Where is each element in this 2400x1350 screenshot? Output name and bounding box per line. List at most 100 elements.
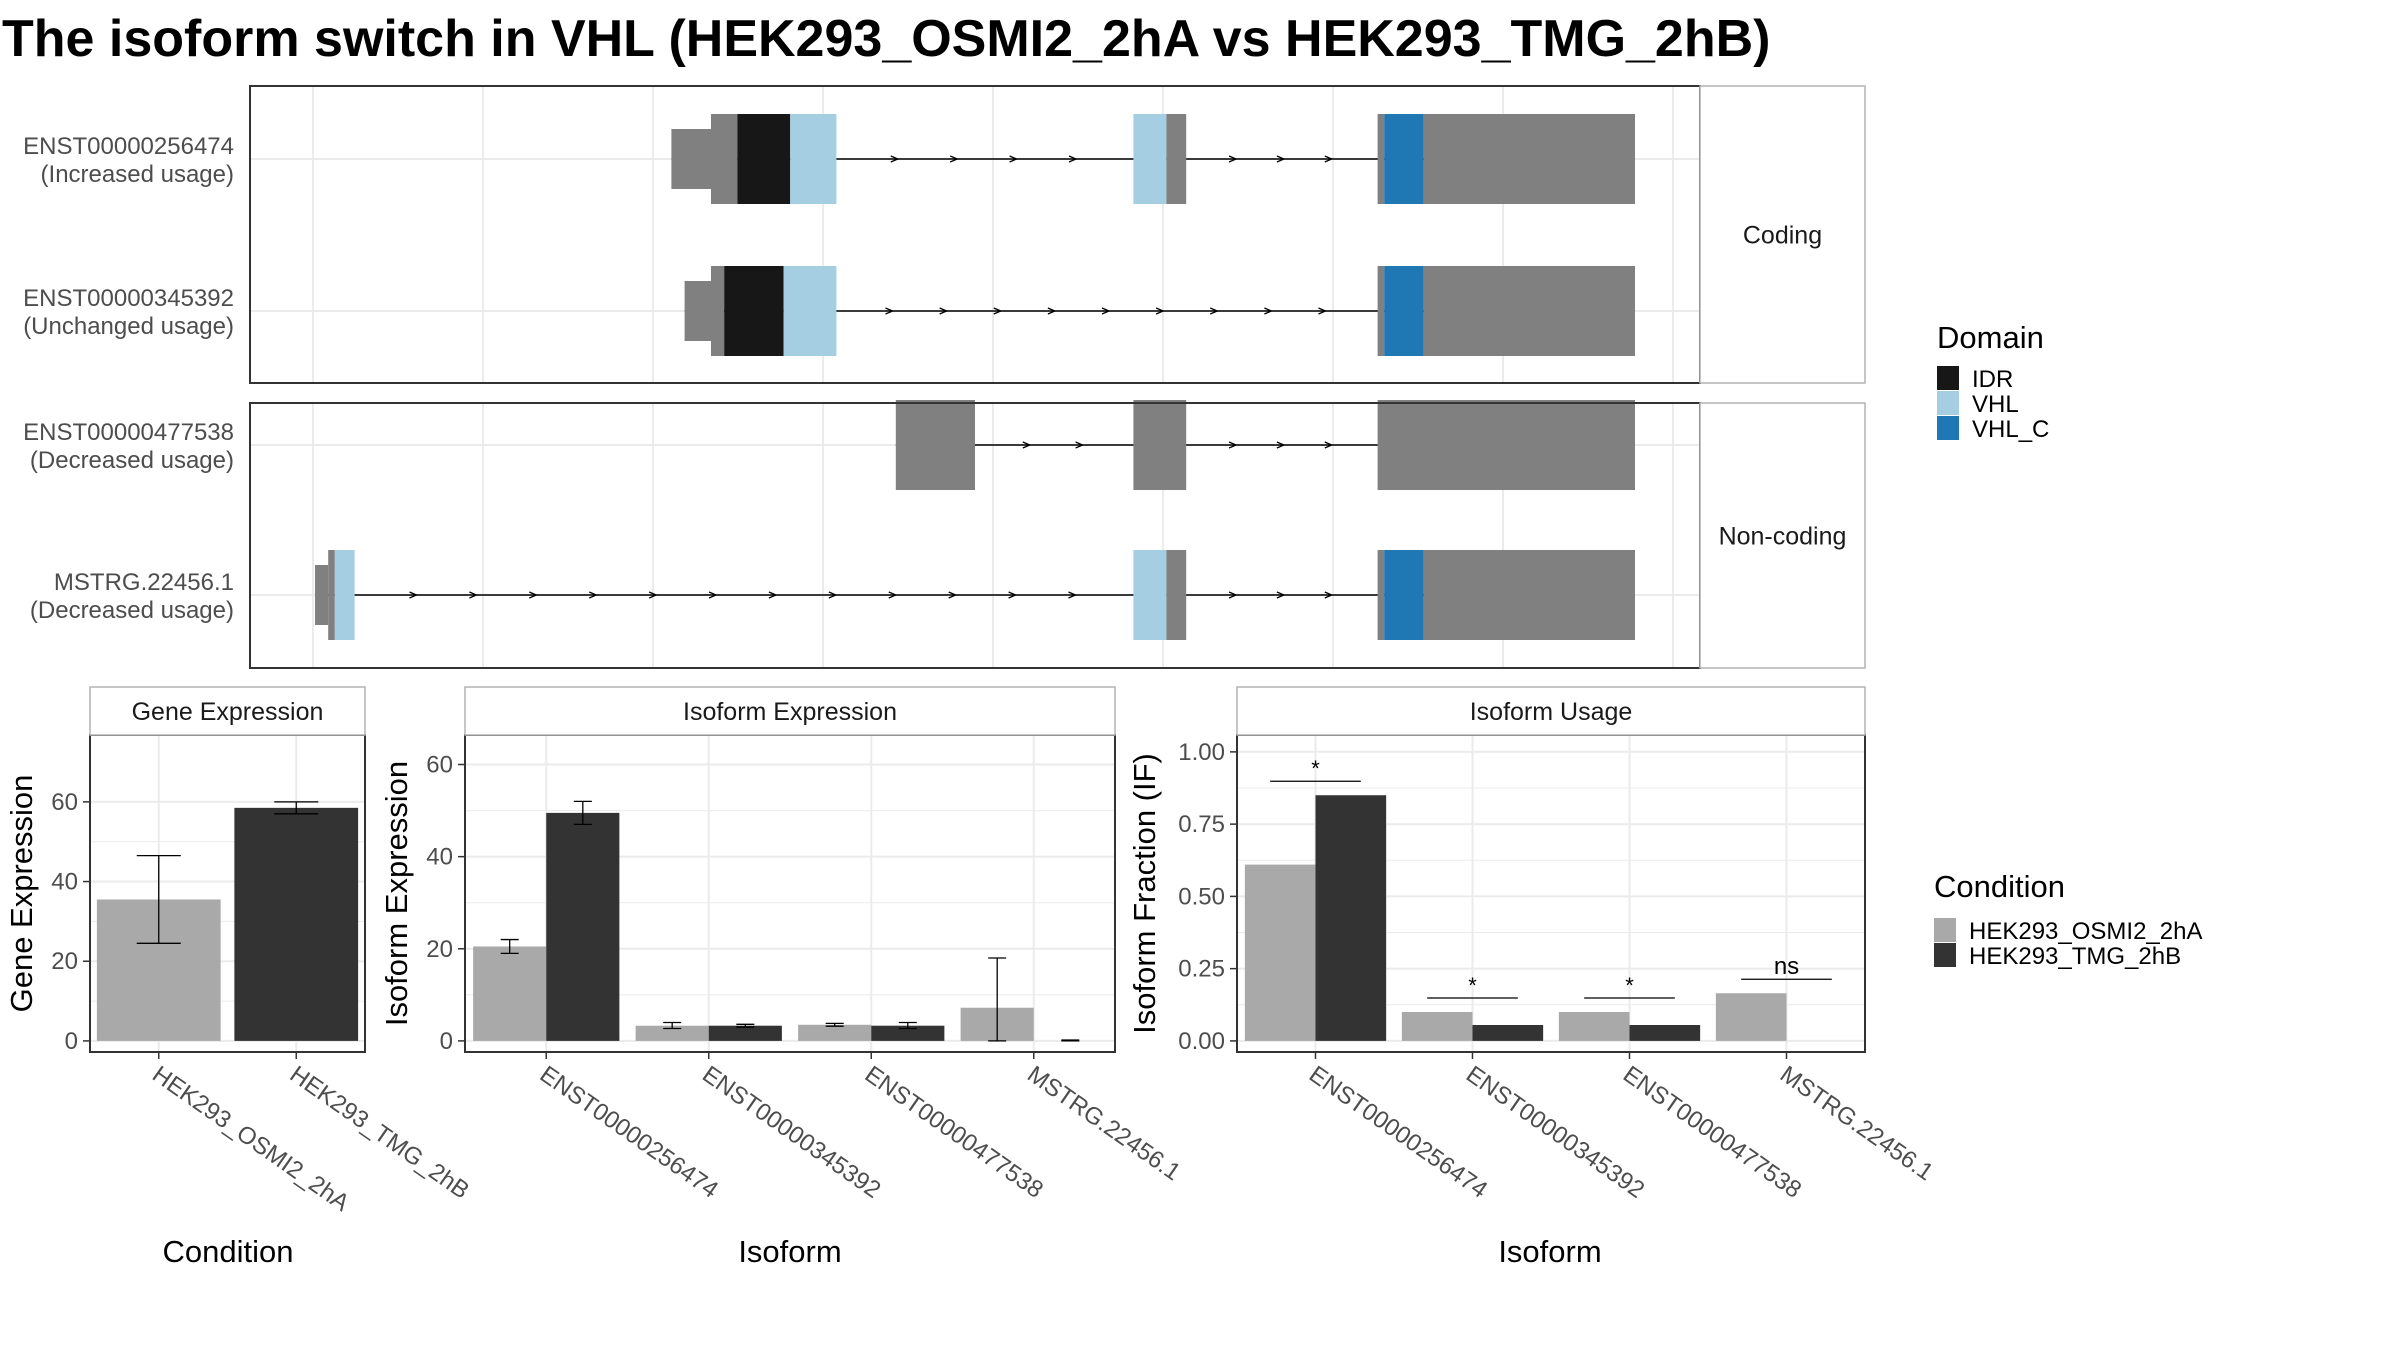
bar — [234, 807, 359, 1041]
y-tick-label: 60 — [426, 752, 453, 779]
isoform-label: ENST00000477538 — [23, 419, 234, 446]
domain-block-VHL — [783, 266, 837, 356]
significance-label: ns — [1774, 953, 1799, 980]
y-tick-label: 0.50 — [1178, 883, 1225, 910]
exon-block — [1377, 266, 1385, 356]
exon-block — [328, 550, 335, 640]
bar — [473, 946, 547, 1041]
x-axis-title: Isoform — [738, 1234, 841, 1269]
intron-arrow — [409, 591, 419, 599]
domain-block-VHL — [334, 550, 355, 640]
legend-label-condition: HEK293_OSMI2_2hA — [1969, 918, 2202, 945]
facet-strip — [1236, 686, 1866, 736]
exon-block — [1166, 550, 1187, 640]
y-axis-title: Gene Expression — [4, 775, 39, 1013]
intron-arrow — [1324, 441, 1334, 449]
domain-block-VHL_C — [1384, 550, 1424, 640]
facet-strip-label: Coding — [1743, 222, 1822, 250]
exon-block — [1377, 114, 1385, 204]
intron-arrow — [588, 591, 598, 599]
legend-label-domain: VHL_C — [1972, 416, 2049, 443]
intron-arrow — [993, 307, 1003, 315]
intron-arrow — [1276, 441, 1286, 449]
intron-arrow — [1228, 155, 1238, 163]
exon-block — [684, 281, 711, 341]
intron-arrow — [1209, 307, 1219, 315]
intron-arrow — [1068, 155, 1078, 163]
significance-label: * — [1311, 756, 1320, 781]
exon-block — [1377, 400, 1635, 490]
bar — [1401, 1012, 1473, 1041]
exon-block — [1133, 400, 1187, 490]
intron-arrow — [1318, 307, 1328, 315]
isoform-usage-label: (Decreased usage) — [30, 597, 234, 624]
legend-label-condition: HEK293_TMG_2hB — [1969, 943, 2181, 970]
x-axis-title: Condition — [163, 1234, 294, 1269]
y-tick-label: 0.25 — [1178, 956, 1225, 983]
expression-bar-plots: Gene Expression0204060HEK293_OSMI2_2hAHE… — [4, 686, 1938, 1269]
intron-arrow — [885, 307, 895, 315]
legend-key-domain — [1937, 416, 1959, 440]
facet-strip-label: Gene Expression — [132, 698, 324, 726]
intron-arrow — [1276, 155, 1286, 163]
y-tick-label: 20 — [426, 936, 453, 963]
bar — [1472, 1025, 1544, 1041]
legend-title-domain: Domain — [1937, 320, 2044, 355]
bar — [1715, 993, 1787, 1041]
y-tick-label: 0 — [440, 1028, 453, 1055]
intron-arrow — [1264, 307, 1274, 315]
domain-block-VHL — [1133, 114, 1167, 204]
facet-strip — [1699, 85, 1866, 384]
bar — [798, 1024, 872, 1041]
legend-key-domain — [1937, 391, 1959, 415]
exon-block — [671, 129, 711, 189]
intron-arrow — [1155, 307, 1165, 315]
facet-strip — [464, 686, 1116, 736]
domain-block-VHL_C — [1384, 266, 1424, 356]
legend-label-domain: VHL — [1972, 391, 2019, 418]
y-tick-label: 0.00 — [1178, 1028, 1225, 1055]
intron-arrow — [1101, 307, 1111, 315]
intron-arrow — [648, 591, 658, 599]
exon-block — [711, 266, 725, 356]
bar — [1315, 795, 1387, 1041]
isoform-structure-plot: ENST00000256474(Increased usage) ENST0000… — [23, 85, 1866, 669]
y-tick-label: 20 — [51, 948, 78, 975]
facet-strip — [89, 686, 366, 736]
intron-arrow — [1228, 591, 1238, 599]
intron-arrow — [1022, 441, 1032, 449]
intron-arrow — [939, 307, 949, 315]
isoform-label: ENST00000256474 — [23, 133, 234, 160]
bar — [871, 1025, 945, 1041]
legend-title-condition: Condition — [1934, 869, 2065, 904]
y-tick-label: 60 — [51, 789, 78, 816]
bar — [1629, 1025, 1701, 1041]
facet-strip — [1699, 402, 1866, 669]
bar — [1244, 864, 1316, 1041]
significance-label: * — [1468, 973, 1477, 998]
isoform-label: MSTRG.22456.1 — [54, 569, 234, 596]
intron-arrow — [1324, 591, 1334, 599]
x-tick-label: ENST00000477538 — [860, 1061, 1048, 1204]
exon-block — [1423, 550, 1635, 640]
isoform-usage-label: (Increased usage) — [41, 161, 234, 188]
y-axis-title: Isoform Fraction (IF) — [1127, 753, 1162, 1034]
isoform-usage-label: (Decreased usage) — [30, 447, 234, 474]
intron-arrow — [1228, 441, 1238, 449]
y-tick-label: 1.00 — [1178, 739, 1225, 766]
intron-arrow — [708, 591, 718, 599]
intron-arrow — [1276, 591, 1286, 599]
domain-block-IDR — [737, 114, 791, 204]
intron-arrow — [768, 591, 778, 599]
bar — [635, 1025, 709, 1041]
x-tick-label: MSTRG.22456.1 — [1022, 1061, 1185, 1186]
exon-block — [895, 400, 975, 490]
exon-block — [1423, 114, 1635, 204]
facet-strip-label: Isoform Expression — [683, 698, 897, 726]
facet-strip-label: Isoform Usage — [1470, 698, 1633, 726]
intron-arrow — [1008, 591, 1018, 599]
isoform-label: ENST00000345392 — [23, 285, 234, 312]
facet-strip-label: Non-coding — [1719, 523, 1847, 551]
